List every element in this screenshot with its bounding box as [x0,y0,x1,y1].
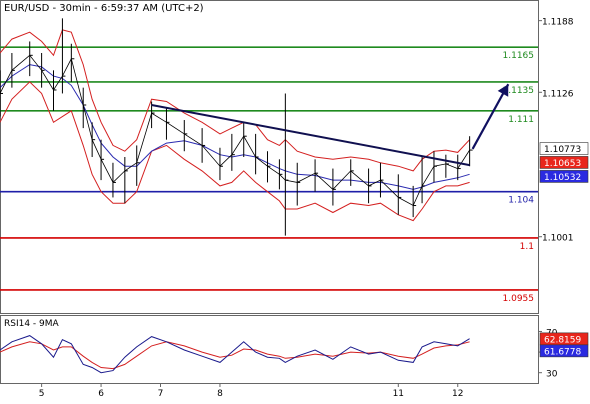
price-tick-label-2: 1.1001 [542,234,574,244]
level-label-0: 1.1165 [503,51,535,61]
forecast-arrow-shaft [471,83,510,150]
rsi-tag-1 [539,344,589,358]
level-label-2: 1.111 [508,115,534,125]
time-tick-label-0: 5 [39,389,45,399]
price-panel-frame [0,0,539,314]
overlays [151,83,510,167]
time-tick-label-4: 11 [393,389,404,399]
chart-title: EUR/USD - 30min - 6:59:37 AM (UTC+2) [4,3,204,14]
price-tag-label-1: 1.10653 [544,159,581,169]
level-label-4: 1.1 [520,242,534,252]
trendline [151,104,470,167]
time-tick-label-1: 6 [98,389,104,399]
rsi-label: RSI14 - 9MA [4,319,60,329]
rsi-tag-label-1: 61.6778 [544,347,581,357]
level-label-3: 1.104 [508,196,534,206]
level-label-1: 1.1135 [503,86,535,96]
price-tag-label-2: 1.10532 [544,173,581,183]
forecast-arrow-head [497,84,509,97]
price-close-line [0,54,470,207]
price-panel [0,0,539,314]
price-tag-0 [539,142,589,155]
rsi-tag-label-0: 62.8159 [544,335,581,345]
level-label-5: 1.0955 [503,294,535,304]
price-tag-1 [539,156,589,169]
lower-band-line [0,81,470,222]
time-tick-label-5: 12 [452,389,463,399]
price-tag-label-0: 1.10773 [544,145,581,155]
price-tag-2 [539,170,589,183]
horizontal-levels: 1.1165 1.1135 1.111 1.104 1.1 1.0955 [0,46,538,304]
rsi-ma-line [0,341,470,370]
rsi-line [0,335,470,374]
time-tick-label-2: 7 [158,389,164,399]
price-tick-label-1: 1.1126 [542,89,574,99]
rsi-tick-label-2: 30 [546,370,558,380]
time-axis: 5 6 7 8 11 12 [39,383,463,399]
price-axis: 1.1188 1.1126 1.1001 1.10773 1.10653 1.10532 [538,18,589,244]
price-tick-label-0: 1.1188 [542,18,574,28]
upper-band-line [0,29,470,172]
time-tick-label-3: 8 [217,389,223,399]
